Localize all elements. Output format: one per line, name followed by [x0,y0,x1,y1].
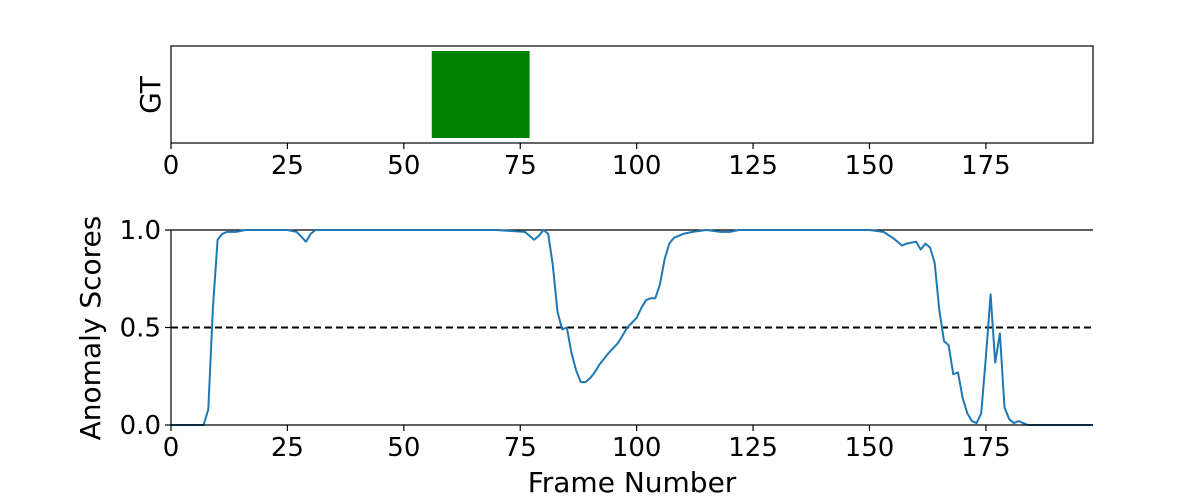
gt-x-tick-label: 75 [504,151,537,181]
score-y-tick-label: 0.5 [120,314,161,344]
gt-panel: 0 25 50 75 100 125 150 175 GT [134,45,1094,181]
score-x-tick-label: 175 [961,433,1011,463]
gt-x-tick-label: 25 [271,151,304,181]
gt-x-ticks: 0 25 50 75 100 125 150 175 [163,143,1011,181]
gt-axes-frame [170,45,1094,144]
score-y-axis-label: Anomaly Scores [74,216,107,441]
score-x-tick-label: 100 [612,433,662,463]
gt-anomaly-segment [431,51,530,138]
gt-x-tick-label: 50 [387,151,420,181]
gt-x-tick-label: 150 [845,151,895,181]
score-x-tick-label: 0 [163,433,180,463]
score-panel: 0 25 50 75 100 125 150 175 0.0 0.5 1.0 Anomaly Sc… [74,216,1093,499]
score-x-tick-label: 25 [271,433,304,463]
score-x-tick-label: 150 [845,433,895,463]
score-x-tick-label: 125 [728,433,778,463]
gt-x-tick-label: 175 [961,151,1011,181]
gt-y-axis-label: GT [134,75,167,114]
gt-x-tick-label: 125 [728,151,778,181]
anomaly-score-line [171,229,1093,426]
score-y-ticks: 0.0 0.5 1.0 [120,216,171,441]
score-x-axis-label: Frame Number [528,466,737,499]
gt-x-tick-label: 0 [163,151,180,181]
score-x-tick-label: 50 [387,433,420,463]
score-y-tick-label: 0.0 [120,411,161,441]
gt-segments [431,51,530,138]
score-y-tick-label: 1.0 [120,216,161,246]
score-x-ticks: 0 25 50 75 100 125 150 175 [163,425,1011,463]
gt-x-tick-label: 100 [612,151,662,181]
score-x-tick-label: 75 [504,433,537,463]
